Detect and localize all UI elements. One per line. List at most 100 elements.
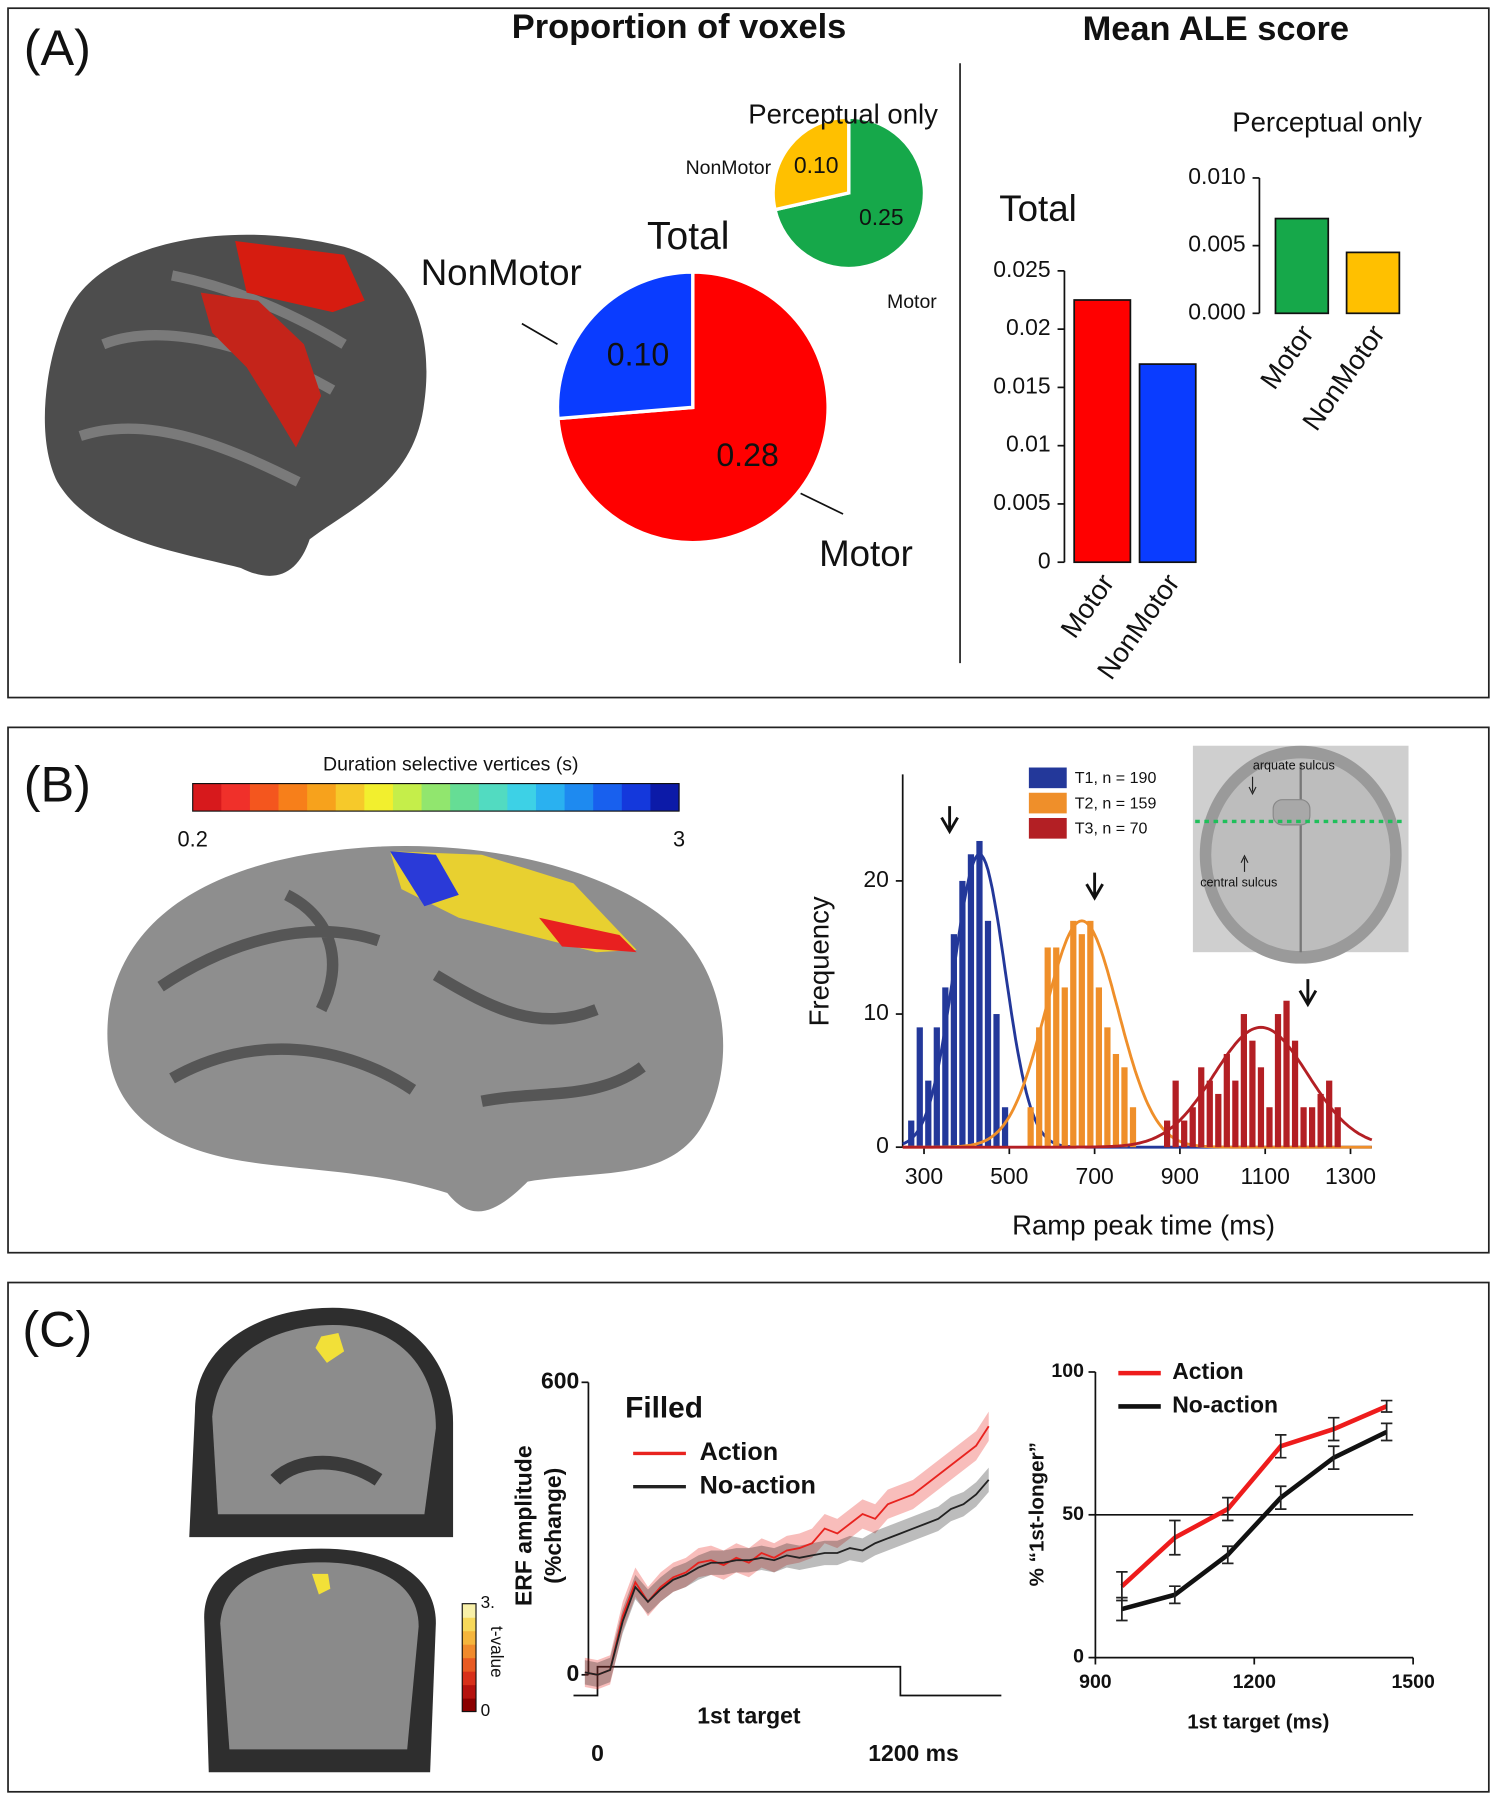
colorbar-segment: [364, 783, 394, 812]
colorbar-segment: [450, 783, 480, 812]
histogram-bar: [1283, 1000, 1290, 1148]
y-tick-label: 0.005: [993, 489, 1050, 515]
colorbar-segment: [192, 783, 222, 812]
x-tick-label: 700: [1075, 1163, 1113, 1189]
histogram-bar: [1317, 1093, 1324, 1148]
histogram-bar: [1001, 1107, 1009, 1148]
histogram-bar: [933, 1027, 940, 1148]
x-axis-label: Ramp peak time (ms): [1012, 1210, 1275, 1241]
bar: [1274, 217, 1330, 315]
x-tick-label: 0: [591, 1740, 604, 1766]
colorbar-segment: [462, 1684, 477, 1699]
histogram-bar: [1121, 1067, 1128, 1148]
y-tick-label: 0: [876, 1132, 889, 1158]
colorbar-title: t-value: [487, 1626, 507, 1678]
pie-slice: [555, 270, 695, 421]
y-axis-label: % “1st-longer”: [1026, 1442, 1049, 1586]
colorbar-segment: [564, 783, 594, 812]
x-axis-label: 1st target (ms): [1187, 1710, 1329, 1733]
colorbar-segment: [392, 783, 423, 812]
y-tick-label: 0.000: [1188, 298, 1245, 324]
inset-image: [1192, 745, 1409, 964]
histogram-bar: [1189, 1107, 1196, 1148]
histogram-bar: [984, 920, 992, 1148]
error-bar: [1116, 1571, 1128, 1602]
histogram-bar: [1198, 1067, 1205, 1148]
mri-image: [189, 1307, 454, 1773]
heading: Proportion of voxels: [512, 8, 847, 46]
legend-label: T1, n = 190: [1075, 769, 1157, 787]
error-band: [584, 1467, 989, 1687]
colorbar-segment: [421, 783, 451, 812]
category-label: NonMotor: [421, 252, 582, 293]
x-tick-label: 900: [1079, 1671, 1112, 1693]
legend-swatch: [1028, 817, 1067, 839]
arrow-marker: [1085, 872, 1104, 901]
arrow-marker: [940, 806, 959, 835]
histogram-bar: [1164, 1120, 1171, 1148]
histogram-bar: [993, 1014, 1000, 1148]
value-label: 0.10: [794, 152, 839, 178]
colorbar-title: Duration selective vertices (s): [323, 753, 579, 775]
category-label: Motor: [819, 533, 913, 574]
legend-swatch: [1028, 792, 1067, 814]
histogram-bar: [908, 1120, 915, 1148]
value-label: 0.28: [716, 437, 779, 473]
panel-label: (B): [24, 755, 91, 812]
error-bar: [1380, 1422, 1393, 1442]
histogram-bar: [1215, 1093, 1222, 1148]
histogram-bar: [1257, 1067, 1265, 1148]
colorbar-segment: [335, 783, 365, 812]
y-tick-label: 0: [1073, 1646, 1084, 1668]
histogram-bar: [942, 987, 949, 1148]
histogram-bar: [1044, 947, 1051, 1148]
category-label: NonMotor: [686, 157, 772, 179]
chart-title: Perceptual only: [748, 98, 938, 129]
x-tick-label: 1100: [1241, 1163, 1290, 1189]
x-tick-label: 900: [1161, 1163, 1199, 1189]
colorbar-segment: [221, 783, 251, 812]
heading: Mean ALE score: [1083, 10, 1349, 48]
timeline-label: 1st target: [697, 1702, 801, 1728]
histogram-bar: [1104, 1027, 1111, 1148]
panel-label: (A): [24, 19, 91, 76]
y-tick-label: 50: [1062, 1503, 1084, 1525]
colorbar-segment: [462, 1603, 477, 1618]
legend-label: No-action: [700, 1471, 816, 1499]
legend-label: T3, n = 70: [1075, 820, 1148, 838]
leader-line: [521, 322, 558, 346]
y-tick-label: 0.025: [993, 256, 1050, 282]
y-axis-label: ERF amplitude: [510, 1445, 536, 1606]
colorbar-segment: [621, 783, 651, 812]
histogram-bar: [1061, 987, 1068, 1148]
y-tick-label: 10: [863, 999, 889, 1025]
histogram-bar: [1223, 1053, 1230, 1148]
colorbar-segment: [478, 783, 508, 812]
legend-label: T2, n = 159: [1075, 794, 1157, 812]
legend-label: No-action: [1172, 1391, 1278, 1417]
error-bar: [1274, 1433, 1287, 1459]
y-tick-label: 0: [566, 1660, 579, 1686]
colorbar-segment: [462, 1617, 477, 1632]
x-tick-label: 1500: [1391, 1671, 1435, 1693]
y-tick-label: 0.01: [1006, 431, 1051, 457]
target-timeline: [573, 1665, 1002, 1697]
y-tick-label: 0.005: [1188, 231, 1245, 257]
x-tick-label: Motor: [1254, 319, 1320, 394]
y-tick-label: 600: [541, 1367, 579, 1393]
histogram-bar: [925, 1080, 932, 1148]
y-tick-label: 0.015: [993, 372, 1050, 398]
colorbar-segment: [249, 783, 280, 812]
error-bar: [1327, 1416, 1340, 1442]
histogram-bar: [1027, 1107, 1034, 1148]
colorbar-segment: [462, 1698, 477, 1713]
panel-frame: [7, 1281, 1490, 1793]
legend-label: Action: [1172, 1358, 1243, 1384]
colorbar-tick-label: 0.2: [178, 827, 208, 852]
colorbar-segment: [650, 783, 680, 812]
category-label: Motor: [887, 291, 937, 313]
error-bar: [1222, 1496, 1234, 1522]
legend-label: Action: [700, 1438, 778, 1466]
